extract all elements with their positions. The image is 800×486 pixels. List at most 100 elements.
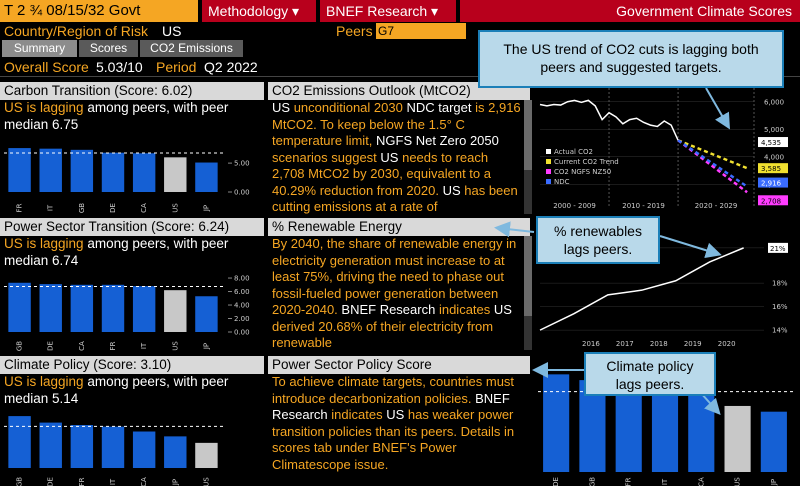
category-label: IT — [109, 478, 117, 485]
legend-swatch — [546, 179, 551, 184]
category-label: FR — [625, 477, 633, 486]
country-label: Country/Region of Risk — [4, 23, 148, 39]
tab-summary[interactable]: Summary — [2, 40, 78, 57]
category-label: GB — [588, 477, 596, 486]
policy-body-text: indicates — [331, 407, 383, 422]
category-label: FR — [16, 203, 24, 212]
bar-us — [724, 405, 751, 472]
legend-label: Current CO2 Trend — [554, 158, 619, 166]
bar-fr — [615, 388, 642, 472]
command-line[interactable]: T 2 ¾ 08/15/32 Govt — [0, 0, 198, 22]
category-label: GB — [16, 477, 24, 486]
bnef-research-link[interactable]: BNEF Research — [272, 390, 510, 423]
category-label: GB — [16, 341, 24, 351]
carbon-transition-title: Carbon Transition (Score: 6.02) — [0, 82, 264, 100]
value-label: 2,916 — [761, 180, 782, 188]
co2-body-text: is 2,916 MtCO2. To keep below the 1.5° C… — [272, 100, 521, 148]
country-ref: US — [380, 149, 399, 165]
category-label: CA — [140, 203, 148, 213]
ndc-target-link[interactable]: NDC target — [406, 100, 472, 115]
bar-gb — [8, 282, 31, 332]
callout-arrow — [705, 87, 731, 130]
bar-it — [132, 286, 156, 332]
category-label: US — [202, 477, 210, 486]
category-label: GB — [78, 203, 86, 213]
co2-body-text: has been cutting emissions at a rate of — [272, 182, 518, 215]
country-value[interactable]: US — [162, 23, 182, 39]
value-label: 2,708 — [761, 197, 781, 205]
y-tick-label: 4,000 — [764, 153, 784, 161]
x-tick-label: 2019 — [684, 340, 702, 348]
bar-de — [39, 284, 62, 332]
x-tick-label: 2020 - 2029 — [695, 202, 738, 210]
country-ref: US — [4, 100, 23, 115]
power-transition-title: Power Sector Transition (Score: 6.24) — [0, 218, 264, 236]
co2-outlook-text: US unconditional 2030 NDC target is 2,91… — [272, 100, 522, 214]
category-label: CA — [78, 341, 86, 351]
bar-it — [101, 426, 125, 468]
value-label-box — [758, 177, 788, 188]
climate-policy-text: US is lagging among peers, with peer med… — [4, 374, 262, 408]
category-label: JP — [202, 343, 210, 350]
x-tick-label: 2018 — [650, 340, 668, 348]
tab-scores[interactable]: Scores — [79, 40, 139, 57]
value-label-box — [768, 242, 788, 253]
country-ref: US — [4, 236, 23, 251]
callout-arrow — [659, 235, 722, 259]
peers-input[interactable]: G7 — [376, 23, 466, 39]
policy-callout: Climate policy lags peers. — [584, 352, 716, 396]
value-label: 21% — [770, 245, 786, 253]
category-label: FR — [109, 341, 117, 350]
tab-co2-emissions[interactable]: CO2 Emissions — [140, 40, 244, 57]
legend-swatch — [546, 149, 551, 154]
bar-us — [164, 290, 187, 332]
category-label: JP — [171, 479, 179, 486]
bar-it — [651, 391, 679, 472]
bar-it — [39, 148, 62, 192]
category-label: IT — [47, 204, 55, 211]
scroll-thumb[interactable] — [524, 100, 532, 170]
country-ref: US — [493, 302, 512, 317]
bar-jp — [164, 436, 187, 468]
y-tick-label: 4.00 — [234, 302, 250, 310]
policy-body-text: To achieve climate targets, countries mu… — [272, 374, 515, 406]
category-label: IT — [661, 478, 669, 485]
co2-body-text: scenarios suggest — [272, 149, 377, 165]
bnef-research-link[interactable]: BNEF Research — [341, 302, 436, 317]
y-tick-label: 18% — [772, 280, 788, 288]
renewable-line — [539, 247, 744, 331]
callout-arrow — [494, 221, 535, 238]
x-tick-label: 2010 - 2019 — [622, 202, 665, 210]
series-line — [539, 99, 679, 141]
bar-ca — [132, 431, 156, 468]
lagging-text: is lagging — [26, 236, 84, 251]
carbon-transition-text: US is lagging among peers, with peer med… — [4, 100, 262, 134]
median-text: among peers, with peer median 6.75 — [4, 100, 229, 132]
category-label: FR — [78, 477, 86, 486]
ndc-type-text: unconditional 2030 — [293, 100, 403, 115]
category-label: DE — [47, 341, 55, 351]
bar-us — [195, 442, 218, 468]
bnef-research-button[interactable]: BNEF Research ▾ — [320, 0, 456, 22]
x-tick-label: 2000 - 2009 — [553, 202, 596, 210]
renewable-text-scrollbar[interactable] — [524, 236, 532, 350]
country-ref: US — [272, 100, 291, 115]
median-text: among peers, with peer median 5.14 — [4, 374, 229, 406]
x-tick-label: 2020 — [718, 340, 736, 348]
methodology-button[interactable]: Methodology ▾ — [202, 0, 316, 22]
y-tick-label: 8.00 — [234, 275, 250, 283]
renewable-body-text: indicates — [438, 302, 491, 317]
value-label: 3,585 — [761, 165, 781, 173]
value-label-box — [758, 137, 788, 148]
legend-swatch — [546, 159, 551, 164]
co2-body-text: needs to reach 2,708 MtCO2 by 2030, equi… — [272, 149, 491, 198]
scroll-thumb[interactable] — [524, 236, 532, 316]
country-ref: US — [386, 407, 405, 422]
policy-body-text: has weaker power transition policies tha… — [272, 407, 515, 472]
co2-text-scrollbar[interactable] — [524, 100, 532, 214]
value-label-box — [758, 195, 788, 206]
policy-score-text: To achieve climate targets, countries mu… — [272, 374, 528, 486]
y-tick-label: 6,000 — [764, 98, 784, 106]
